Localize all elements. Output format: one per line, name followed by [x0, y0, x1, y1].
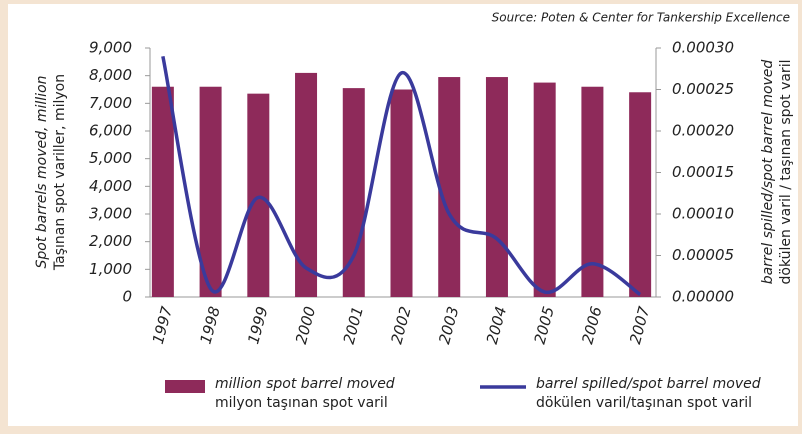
bar: [247, 93, 270, 298]
line: [161, 55, 642, 296]
y2-tick-label: 0.00020: [672, 122, 734, 140]
y2-tick-label: 0.00025: [672, 80, 734, 98]
y-tick-label: 0: [122, 288, 132, 306]
y-tick-label: 4,000: [89, 177, 132, 195]
legend-label: dökülen varil/taşınan spot varil: [536, 395, 752, 411]
legend-label: barrel spilled/spot barrel moved: [536, 376, 761, 392]
legend-swatch: [165, 380, 205, 393]
bar: [390, 89, 413, 297]
y-axis-label: Taşınan spot variller, milyon: [52, 74, 68, 271]
bar: [199, 86, 222, 297]
y2-tick-label: 0.00030: [672, 39, 734, 57]
y-tick-label: 7,000: [89, 94, 132, 112]
y2-tick-label: 0.00010: [672, 205, 734, 223]
y2-axis-label: dökülen varil / taşınan spot varil: [778, 60, 794, 285]
y-tick-label: 6,000: [89, 122, 132, 140]
bar: [581, 86, 604, 297]
bar: [151, 86, 174, 297]
source: Source: Poten & Center for Tankership Ex…: [492, 11, 790, 25]
y-tick-label: 8,000: [89, 66, 132, 84]
y2-tick-label: 0.00000: [672, 288, 734, 306]
legend-label: milyon taşınan spot varil: [215, 395, 388, 411]
legend-label: million spot barrel moved: [215, 376, 395, 392]
y-tick-label: 3,000: [89, 205, 132, 223]
y2-tick-label: 0.00015: [672, 163, 734, 181]
y-tick-label: 9,000: [89, 39, 132, 57]
y-axis-label: Spot barrels moved, million: [34, 75, 50, 268]
bar: [485, 77, 508, 297]
y-tick-label: 1,000: [89, 260, 132, 278]
y-tick-label: 5,000: [89, 149, 132, 167]
bar: [629, 92, 652, 298]
bar: [438, 77, 461, 297]
y2-tick-label: 0.00005: [672, 246, 734, 264]
bar: [533, 82, 556, 297]
bar: [295, 72, 318, 298]
y2-axis-label: barrel spilled/spot barrel moved: [760, 60, 776, 285]
y-tick-label: 2,000: [89, 232, 132, 250]
